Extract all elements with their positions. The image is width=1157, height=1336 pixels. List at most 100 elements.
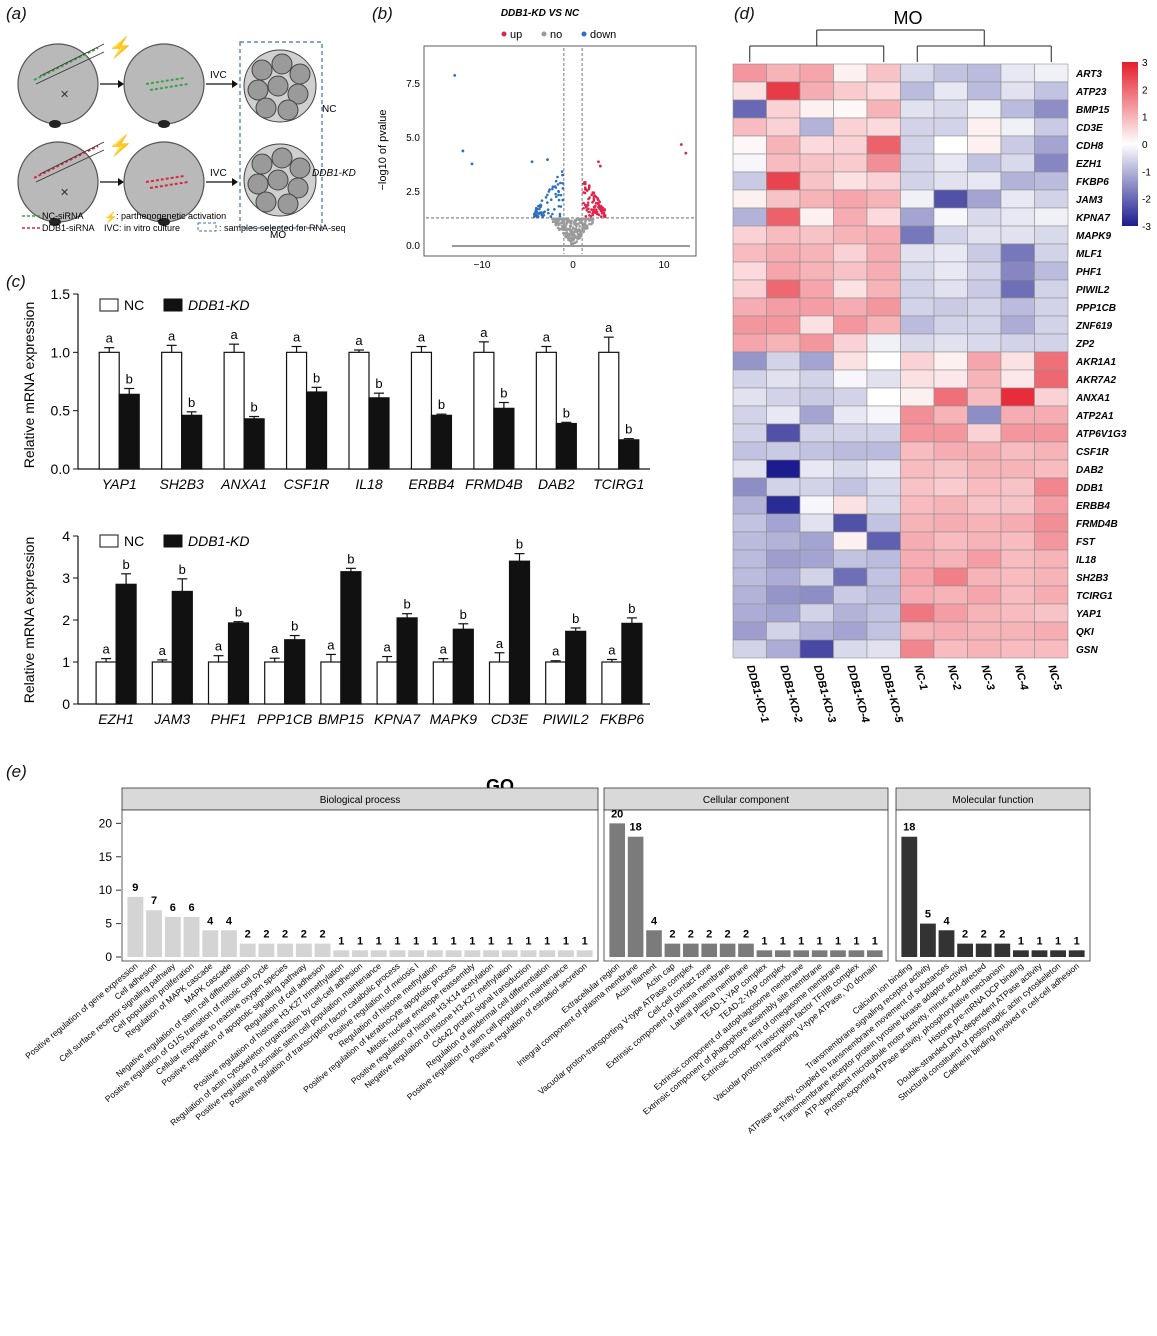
heatmap-cell — [766, 135, 801, 155]
heatmap-row-label: YAP1 — [1076, 609, 1102, 620]
svg-text:✕: ✕ — [60, 89, 69, 101]
heatmap-cell — [1000, 171, 1035, 191]
volcano-point-up — [582, 207, 585, 210]
go-bar — [1068, 950, 1085, 957]
heatmap-cell — [1000, 225, 1035, 245]
heatmap-cell — [1000, 207, 1035, 227]
heatmap-cell — [1034, 99, 1069, 119]
heatmap-cell — [766, 639, 801, 659]
legend-label-nc: NC — [124, 297, 144, 313]
heatmap-cell — [1000, 459, 1035, 479]
bar-ddb1-kd — [621, 622, 643, 705]
heatmap-cell — [1034, 639, 1069, 659]
heatmap-cell — [933, 351, 968, 371]
bar-ddb1-kd — [493, 407, 515, 470]
volcano-point-no — [565, 234, 568, 238]
heatmap-cell — [766, 477, 801, 497]
heatmap-cell — [766, 171, 801, 191]
volcano-point-up — [584, 180, 587, 184]
volcano-point-no — [580, 217, 584, 221]
heatmap-cell — [933, 117, 968, 137]
heatmap-cell — [900, 459, 935, 479]
legend-down: down — [590, 29, 616, 41]
go-bar — [682, 943, 699, 957]
legend-swatch-nc — [99, 298, 119, 312]
heatmap-cell — [967, 513, 1002, 533]
go-bar-value: 4 — [226, 915, 233, 927]
color-scale-bar — [1122, 62, 1138, 226]
heatmap-cell — [732, 585, 767, 605]
heatmap-cell — [900, 531, 935, 551]
heatmap-cell — [732, 369, 767, 389]
heatmap-cells: ART3 ATP23 BMP15 CD3E CDH8 EZH1 FKBP6 JAM3 KPNA7… — [732, 29, 1151, 725]
significance-letter: b — [313, 370, 320, 385]
heatmap-cell — [1034, 351, 1069, 371]
volcano-point-down — [530, 160, 534, 164]
heatmap-row-label: ATP2A1 — [1075, 411, 1114, 422]
heatmap-cell — [967, 261, 1002, 281]
heatmap-cell — [866, 135, 901, 155]
heatmap-cell — [900, 81, 935, 101]
panel-label-a: (a) — [6, 4, 27, 23]
volcano-point-down — [557, 189, 560, 193]
bar-ddb1-kd — [565, 630, 587, 705]
heatmap-cell — [732, 351, 767, 371]
go-bar-value: 6 — [170, 902, 176, 914]
volcano-point-no — [572, 238, 576, 241]
heatmap-cell — [866, 171, 901, 191]
heatmap-cell — [799, 567, 834, 587]
heatmap-cell — [866, 423, 901, 443]
heatmap-cell — [866, 351, 901, 371]
ivc-label-2: IVC — [210, 168, 227, 179]
bar-ddb1-kd — [284, 639, 306, 705]
heatmap-cell — [933, 441, 968, 461]
volcano-point-up — [596, 197, 599, 201]
heatmap-cell — [1000, 387, 1035, 407]
significance-letter: b — [516, 537, 523, 552]
heatmap-cell — [900, 603, 935, 623]
heatmap-cell — [799, 621, 834, 641]
go-bar-value: 9 — [132, 882, 138, 894]
heatmap-cell — [766, 567, 801, 587]
legend-swatch-nc — [99, 534, 119, 548]
volcano-point-no — [585, 227, 588, 230]
volcano-point-no — [567, 233, 571, 236]
panel-label-e: (e) — [6, 762, 27, 781]
heatmap-cell — [1000, 297, 1035, 317]
go-facet-panel — [121, 809, 599, 962]
go-bar-value: 2 — [263, 929, 269, 941]
legend-nc-sirna: NC-siRNA — [42, 211, 84, 221]
heatmap-cell — [833, 639, 868, 659]
volcano-point-no — [564, 224, 568, 227]
heatmap-cell — [866, 63, 901, 83]
heatmap-cell — [833, 351, 868, 371]
volcano-point-no — [578, 217, 581, 221]
go-bar — [811, 950, 828, 957]
volcano-point-down — [554, 192, 557, 196]
ylabel-top: Relative mRNA expression — [21, 302, 37, 469]
heatmap-cell — [1000, 603, 1035, 623]
go-bar — [994, 943, 1011, 957]
heatmap-cell — [799, 477, 834, 497]
significance-letter: b — [460, 607, 467, 622]
heatmap-cell — [799, 333, 834, 353]
heatmap-cell — [766, 261, 801, 281]
category-label: CSF1R — [284, 476, 330, 492]
heatmap-cell — [1034, 315, 1069, 335]
volcano-point-no — [565, 228, 569, 231]
volcano-point-no — [576, 232, 580, 236]
heatmap-cell — [900, 207, 935, 227]
heatmap-cell — [1034, 459, 1069, 479]
heatmap-cell — [766, 99, 801, 119]
go-bar-value: 1 — [582, 935, 588, 947]
heatmap-cell — [1034, 423, 1069, 443]
heatmap-cell — [900, 297, 935, 317]
ytick: 5.0 — [406, 133, 420, 144]
go-bar — [426, 950, 443, 957]
volcano-point-down — [559, 181, 562, 185]
volcano-point-down — [556, 175, 559, 179]
volcano-point-down — [553, 185, 557, 188]
go-y-tick-label: 0 — [105, 950, 112, 964]
significance-letter: b — [438, 397, 445, 412]
go-bar-value: 1 — [780, 935, 786, 947]
